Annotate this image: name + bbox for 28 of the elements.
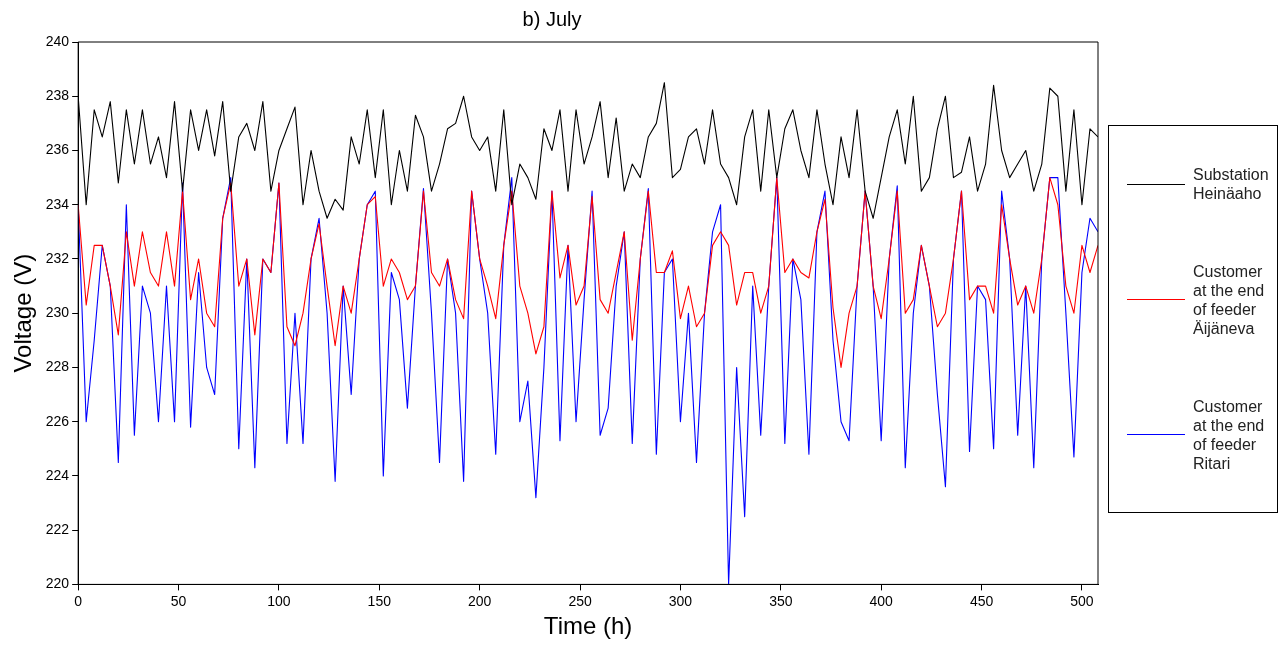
y-tick-label: 222 <box>45 521 70 538</box>
y-tick-label: 226 <box>45 412 70 429</box>
y-axis-title: Voltage (V) <box>9 253 37 373</box>
y-tick-label: 240 <box>45 32 70 49</box>
y-tick-label: 224 <box>45 466 70 483</box>
x-tick-label: 350 <box>769 592 793 609</box>
x-tick-label: 100 <box>267 592 291 609</box>
x-tick-label: 250 <box>568 592 592 609</box>
y-tick-label: 238 <box>45 87 70 104</box>
y-tick-label: 236 <box>45 141 70 158</box>
x-tick-label: 150 <box>367 592 392 609</box>
legend-label: Customer at the end of feeder Äijäneva <box>1193 262 1266 338</box>
x-tick-label: 400 <box>869 592 894 609</box>
x-tick-label: 50 <box>170 592 187 609</box>
x-axis-title: Time (h) <box>543 612 633 640</box>
y-tick-label: 220 <box>45 575 70 592</box>
y-tick-label: 234 <box>45 195 70 212</box>
x-tick-label: 200 <box>467 592 492 609</box>
x-tick-label: 0 <box>74 592 83 609</box>
y-tick-label: 228 <box>45 358 70 375</box>
x-tick-label: 500 <box>1070 592 1094 609</box>
y-tick-label: 232 <box>45 249 70 266</box>
x-tick-label: 300 <box>668 592 693 609</box>
legend-label: Substation Heinäaho <box>1193 165 1270 204</box>
y-tick-label: 230 <box>45 304 70 321</box>
legend-label: Customer at the end of feeder Ritari <box>1193 396 1266 473</box>
x-tick-label: 450 <box>969 592 994 609</box>
chart-title: b) July <box>522 7 582 30</box>
